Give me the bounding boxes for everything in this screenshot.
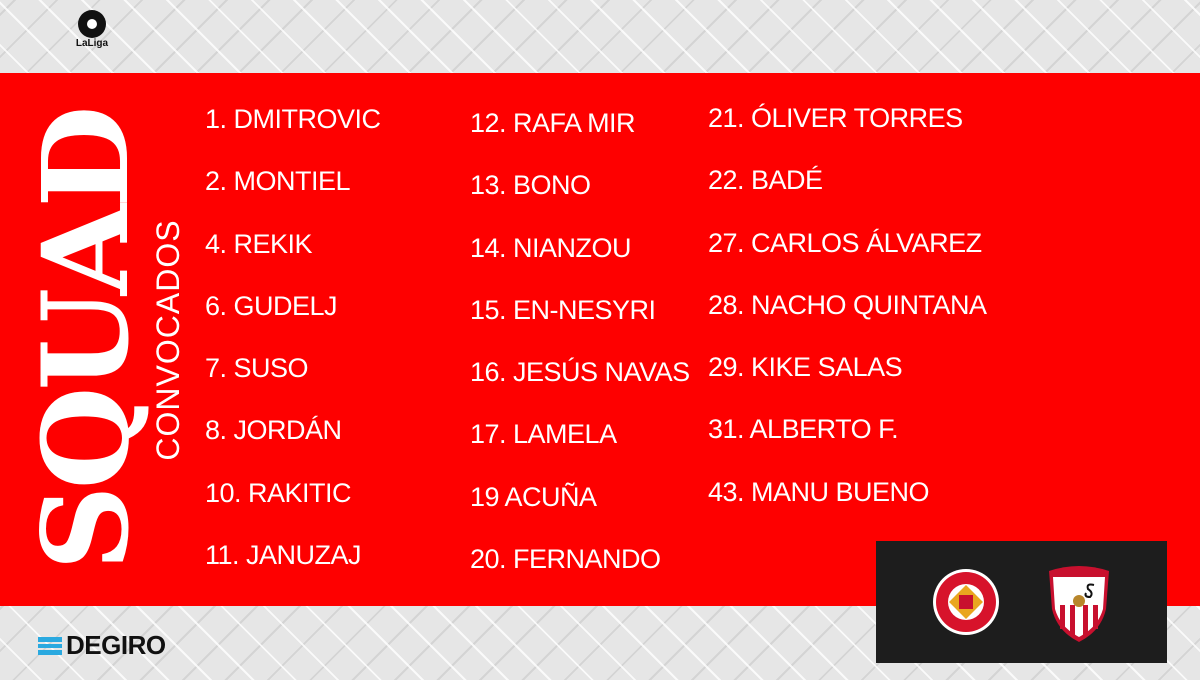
convocados-subtitle: CONVOCADOS — [150, 219, 186, 461]
player: 8. JORDÁN — [205, 415, 342, 446]
player: 7. SUSO — [205, 353, 309, 384]
player: 31. ALBERTO F. — [708, 414, 899, 445]
player: 13. BONO — [470, 170, 591, 201]
player: 43. MANU BUENO — [708, 476, 930, 507]
red-band — [0, 73, 1200, 606]
player: 27. CARLOS ÁLVAREZ — [708, 227, 982, 258]
sevilla-crest-icon — [1049, 566, 1109, 642]
player-column-2: 12. RAFA MIR 13. BONO 14. NIANZOU 15. EN… — [470, 108, 690, 606]
laliga-logo: LaLiga — [74, 10, 110, 49]
player: 2. MONTIEL — [205, 166, 351, 197]
player: 20. FERNANDO — [470, 544, 661, 575]
player: 1. DMITROVIC — [205, 104, 381, 134]
player: 14. NIANZOU — [470, 232, 632, 263]
player: 10. RAKITIC — [205, 477, 352, 508]
player: 22. BADÉ — [708, 165, 823, 196]
match-box — [876, 541, 1167, 663]
degiro-logo: DEGIRO — [38, 630, 166, 661]
player: 21. ÓLIVER TORRES — [708, 103, 963, 133]
player: 6. GUDELJ — [205, 290, 338, 321]
player: 11. JANUZAJ — [205, 540, 362, 571]
player: 28. NACHO QUINTANA — [708, 289, 987, 320]
laliga-ball-icon — [78, 10, 106, 38]
squad-title: SQUAD — [16, 109, 155, 571]
player-column-1: 1. DMITROVIC 2. MONTIEL 4. REKIK 6. GUDE… — [205, 104, 381, 602]
girona-crest-icon — [933, 569, 999, 635]
player: 15. EN-NESYRI — [470, 294, 656, 325]
degiro-name: DEGIRO — [66, 630, 166, 660]
player-column-3: 21. ÓLIVER TORRES 22. BADÉ 27. CARLOS ÁL… — [708, 103, 987, 539]
degiro-flag-icon — [38, 636, 62, 655]
laliga-text: LaLiga — [75, 38, 109, 49]
player: 29. KIKE SALAS — [708, 352, 903, 383]
player: 12. RAFA MIR — [470, 108, 636, 138]
player: 19 ACUÑA — [470, 481, 597, 512]
player: 17. LAMELA — [470, 419, 617, 450]
player: 4. REKIK — [205, 228, 313, 259]
player: 16. JESÚS NAVAS — [470, 357, 690, 388]
